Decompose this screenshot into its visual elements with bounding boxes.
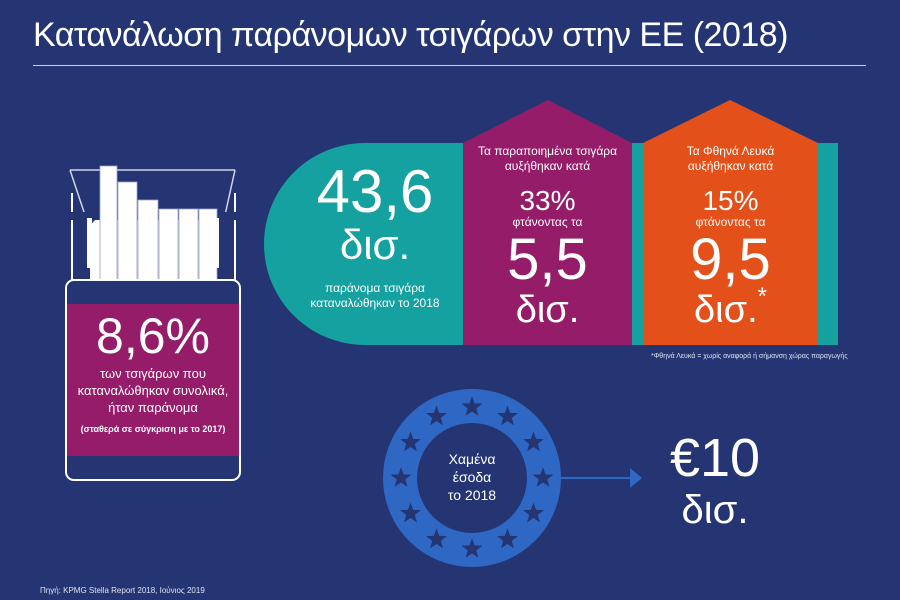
page-title: Κατανάλωση παράνομων τσιγάρων στην ΕΕ (2… xyxy=(33,16,789,54)
star-icon xyxy=(523,502,544,523)
star-icon xyxy=(390,467,412,487)
star-icon xyxy=(523,431,544,452)
cheap-whites-intro-line: αυξήθηκαν κατά xyxy=(687,159,774,173)
cheap-whites-block: Τα Φθηνά Λευκά αυξήθηκαν κατά 15% φτάνον… xyxy=(643,144,818,331)
title-divider xyxy=(33,65,866,66)
cigarette-pack-icon xyxy=(61,165,241,481)
counterfeit-value: 5,5 xyxy=(507,227,588,293)
counterfeit-intro-line: αυξήθηκαν κατά xyxy=(504,159,591,173)
star-icon xyxy=(461,538,483,558)
illegal-share-value: 8,6% xyxy=(96,308,210,364)
cheap-whites-value: 9,5 xyxy=(690,227,771,293)
cheap-whites-house xyxy=(643,100,818,345)
star-icon xyxy=(532,467,554,487)
star-icon xyxy=(426,405,447,426)
pack-stats: 8,6% των τσιγάρων που καταναλώθηκαν συνο… xyxy=(66,310,240,434)
lost-revenue-unit: δισ. xyxy=(681,487,749,532)
lost-revenue-label-line: το 2018 xyxy=(447,487,497,503)
footnote: *Φθηνά Λευκά = χωρίς αναφορά ή σήμανση χ… xyxy=(651,353,848,360)
total-illegal-block: 43,6 δισ. παράνομα τσιγάρα καταναλώθηκαν… xyxy=(290,160,460,311)
pack-text-line: ήταν παράνομα xyxy=(108,399,198,415)
lost-revenue-label-line: Χαμένα xyxy=(448,451,496,467)
star-icon xyxy=(461,396,483,416)
lost-revenue-value: €10 xyxy=(669,428,761,488)
cheap-whites-reaching: φτάνοντας τα xyxy=(695,215,766,230)
lost-revenue-label-line: έσοδα xyxy=(452,469,492,485)
counterfeit-house xyxy=(463,100,632,345)
star-icon xyxy=(426,528,447,549)
cheap-whites-unit: δισ. xyxy=(694,289,758,332)
pack-text-line: καταναλώθηκαν συνολικά, xyxy=(77,382,229,398)
star-icon xyxy=(497,528,518,549)
cheap-whites-percent: 15% xyxy=(702,185,759,216)
eu-stars-ring-icon xyxy=(383,389,561,567)
cheap-whites-intro-line: Τα Φθηνά Λευκά xyxy=(686,144,775,158)
counterfeit-reaching: φτάνοντας τα xyxy=(512,215,583,230)
pack-text-line: των τσιγάρων που xyxy=(100,365,206,381)
arrow-right-icon xyxy=(556,468,642,488)
counterfeit-block: Τα παραποιημένα τσιγάρα αυξήθηκαν κατά 3… xyxy=(463,144,632,331)
counterfeit-percent: 33% xyxy=(519,185,576,216)
total-text-line: παράνομα τσιγάρα xyxy=(324,281,425,296)
total-text-line: καταναλώθηκαν το 2018 xyxy=(310,296,440,311)
star-icon xyxy=(400,431,421,452)
total-unit: δισ. xyxy=(339,221,411,268)
lost-revenue-value-block: €10 δισ. xyxy=(650,430,780,531)
star-icon xyxy=(497,405,518,426)
lost-revenue-label: Χαμένα έσοδα το 2018 xyxy=(422,450,522,504)
counterfeit-intro-line: Τα παραποιημένα τσιγάρα xyxy=(477,144,618,158)
total-value: 43,6 xyxy=(316,158,434,225)
pack-note: (σταθερά σε σύγκριση με το 2017) xyxy=(80,423,226,434)
counterfeit-unit: δισ. xyxy=(515,289,580,332)
source-note: Πηγή: KPMG Stella Report 2018, Ιούνιος 2… xyxy=(40,586,205,595)
footnote-marker: * xyxy=(757,283,767,311)
star-icon xyxy=(400,502,421,523)
